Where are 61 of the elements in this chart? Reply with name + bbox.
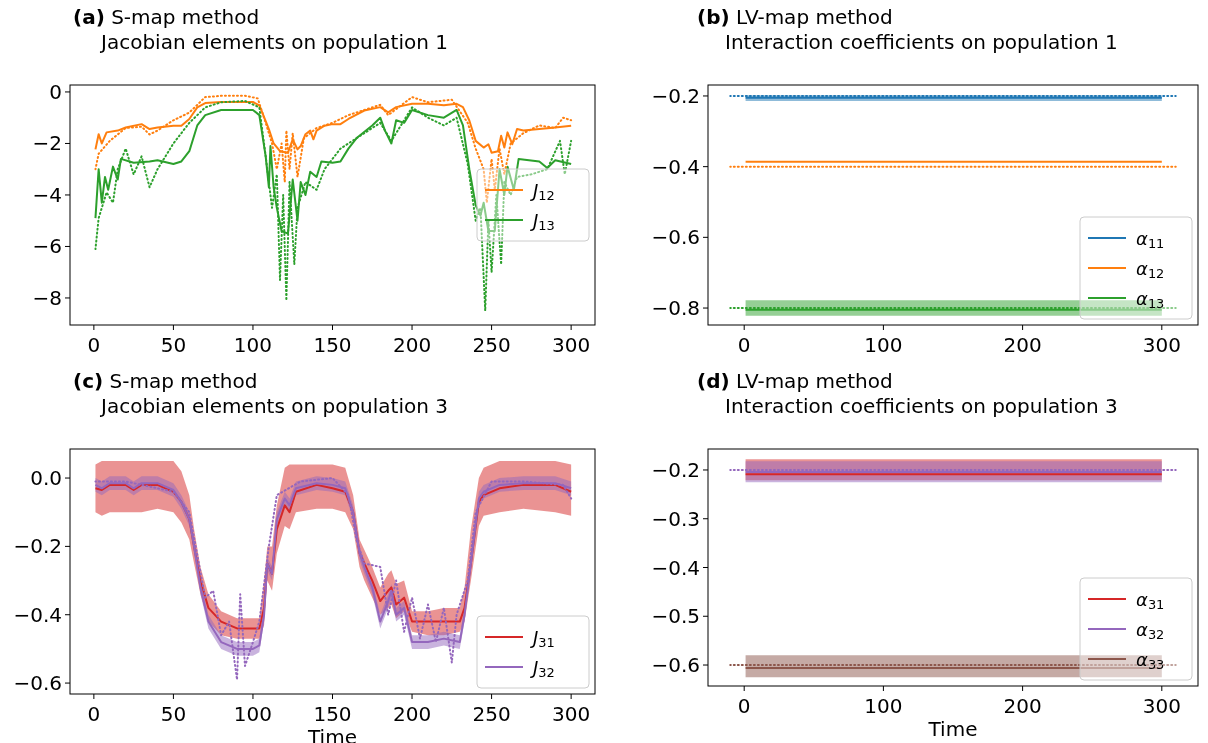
x-tick-label: 100 bbox=[233, 333, 273, 357]
x-tick-label: 150 bbox=[313, 702, 352, 726]
legend-label: α$_{12}$ bbox=[1136, 258, 1165, 282]
x-tick-label: 200 bbox=[392, 702, 432, 726]
x-tick-label: 100 bbox=[864, 333, 903, 357]
legend-label: J$_{32}$ bbox=[530, 657, 555, 681]
x-tick-label: 300 bbox=[1142, 333, 1181, 357]
chart-title: (b) LV-map method bbox=[697, 5, 893, 29]
y-tick-label: −0.2 bbox=[13, 534, 62, 559]
chart-subtitle: Interaction coefficients on population 3 bbox=[725, 394, 1118, 418]
x-axis-title: Time bbox=[927, 717, 978, 741]
x-tick-label: 200 bbox=[392, 333, 432, 357]
line-series bbox=[94, 94, 573, 204]
legend-label: J$_{12}$ bbox=[530, 180, 555, 204]
legend-label: α$_{11}$ bbox=[1136, 228, 1165, 252]
y-tick-label: 0.0 bbox=[30, 466, 62, 491]
x-tick-label: 300 bbox=[552, 333, 591, 357]
y-tick-label: −6 bbox=[32, 234, 62, 259]
chart-title: (c) S-map method bbox=[73, 369, 258, 393]
x-tick-label: 200 bbox=[1003, 333, 1042, 357]
y-tick-label: −0.6 bbox=[651, 225, 700, 250]
x-tick-label: 100 bbox=[864, 694, 903, 718]
y-tick-label: −4 bbox=[32, 182, 62, 207]
legend-label: α$_{31}$ bbox=[1136, 589, 1165, 613]
x-tick-label: 0 bbox=[737, 694, 751, 718]
y-tick-label: −0.6 bbox=[651, 653, 700, 678]
x-tick-label: 50 bbox=[160, 702, 187, 726]
chart-subtitle: Jacobian elements on population 1 bbox=[99, 30, 448, 54]
chart-title: (d) LV-map method bbox=[697, 369, 893, 393]
chart-subtitle: Interaction coefficients on population 1 bbox=[725, 30, 1118, 54]
x-tick-label: 200 bbox=[1003, 694, 1042, 718]
x-tick-label: 0 bbox=[87, 702, 101, 726]
y-tick-label: −0.3 bbox=[651, 506, 700, 531]
y-tick-label: −0.8 bbox=[651, 296, 700, 321]
y-tick-label: −8 bbox=[32, 285, 62, 310]
y-tick-label: −0.5 bbox=[651, 604, 700, 629]
y-tick-label: −2 bbox=[32, 131, 62, 156]
x-tick-label: 0 bbox=[87, 333, 101, 357]
y-tick-label: −0.6 bbox=[13, 671, 62, 696]
x-tick-label: 150 bbox=[313, 333, 352, 357]
y-tick-label: −0.4 bbox=[13, 602, 62, 627]
y-tick-label: −0.4 bbox=[651, 154, 700, 179]
x-tick-label: 250 bbox=[472, 333, 511, 357]
x-tick-label: 0 bbox=[737, 333, 751, 357]
x-tick-label: 300 bbox=[552, 702, 591, 726]
y-tick-label: 0 bbox=[49, 79, 62, 104]
legend-label: J$_{31}$ bbox=[530, 627, 555, 651]
y-tick-label: −0.2 bbox=[651, 83, 700, 108]
x-tick-label: 100 bbox=[233, 702, 273, 726]
legend-label: α$_{33}$ bbox=[1136, 649, 1165, 673]
line-series bbox=[94, 99, 573, 312]
legend-label: J$_{13}$ bbox=[530, 210, 555, 234]
x-tick-label: 50 bbox=[160, 333, 187, 357]
legend-label: α$_{13}$ bbox=[1136, 288, 1165, 312]
x-tick-label: 250 bbox=[472, 702, 511, 726]
y-tick-label: −0.4 bbox=[651, 555, 700, 580]
x-tick-label: 300 bbox=[1142, 694, 1181, 718]
y-tick-label: −0.2 bbox=[651, 457, 700, 482]
legend-label: α$_{32}$ bbox=[1136, 619, 1165, 643]
chart-title: (a) S-map method bbox=[73, 5, 260, 29]
chart-subtitle: Jacobian elements on population 3 bbox=[99, 394, 448, 418]
